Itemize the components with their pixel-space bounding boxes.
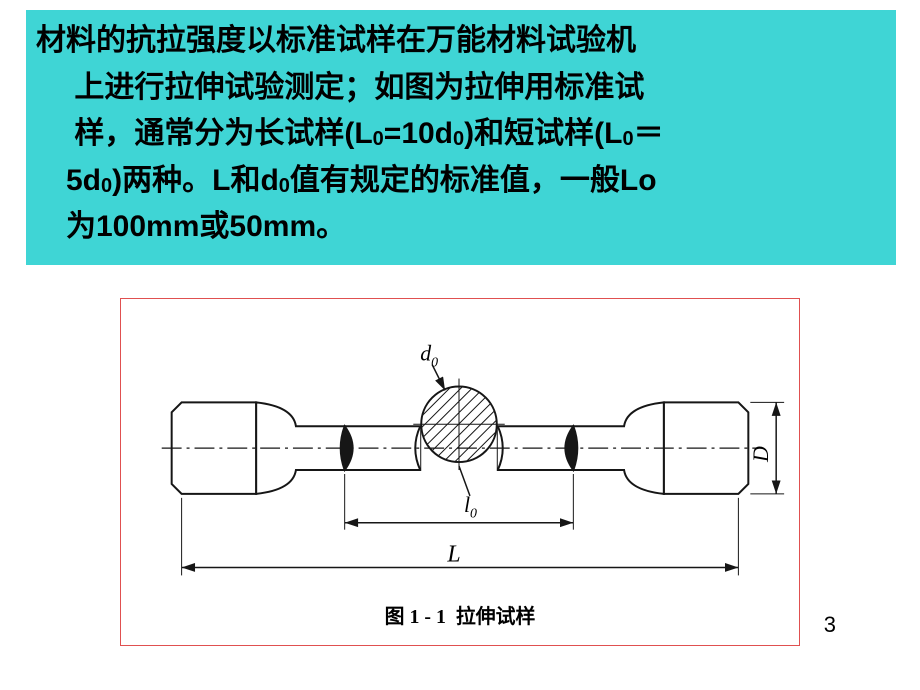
tok-L-and: L和 bbox=[212, 164, 260, 197]
formula2-sub0a: 0 bbox=[622, 128, 633, 150]
text-line-a: 材料的抗拉强度以标准试样在万能材料试验机 bbox=[36, 24, 636, 57]
slide: 材料的抗拉强度以标准试样在万能材料试验机 上进行拉伸试验测定；如图为拉伸用标准试… bbox=[0, 0, 920, 690]
tok-d-sub0: 0 bbox=[279, 175, 290, 197]
formula2-close: ) bbox=[112, 164, 122, 197]
label-D-group: D bbox=[749, 402, 784, 493]
label-d0: d0 bbox=[420, 342, 438, 371]
tok-L: L bbox=[620, 164, 638, 197]
formula2-a: (L bbox=[594, 117, 622, 150]
label-D: D bbox=[749, 446, 773, 463]
formula1-a: (L bbox=[344, 117, 372, 150]
tok-Lo-o: o bbox=[638, 164, 656, 197]
formula2-sub0b: 0 bbox=[101, 175, 112, 197]
figure-frame: d0 l0 L D bbox=[120, 298, 800, 646]
formula1-sub0b: 0 bbox=[453, 128, 464, 150]
tok-d: d bbox=[260, 164, 278, 197]
text-seg-c: 和短试样 bbox=[474, 117, 594, 150]
formula2-b: ＝ bbox=[634, 117, 664, 150]
tok-100: 100mm bbox=[96, 210, 199, 243]
label-L: L bbox=[446, 541, 460, 567]
formula1-close: ) bbox=[464, 117, 474, 150]
text-seg-g: 或 bbox=[199, 210, 229, 243]
text-seg-e: 值有规定的标准值，一般 bbox=[290, 164, 620, 197]
body-text-box: 材料的抗拉强度以标准试样在万能材料试验机 上进行拉伸试验测定；如图为拉伸用标准试… bbox=[26, 10, 896, 265]
tok-50: 50mm bbox=[229, 210, 316, 243]
text-line-b1: 上进行拉伸试验测定；如图为拉伸用标准试 bbox=[74, 71, 644, 104]
figure-caption: 图 1 - 1 拉伸试样 bbox=[385, 605, 536, 628]
text-seg-f: 为 bbox=[66, 210, 96, 243]
label-d0-group: d0 bbox=[420, 342, 445, 391]
formula1-b: =10d bbox=[384, 117, 453, 150]
text-seg-h: 。 bbox=[316, 210, 346, 243]
figure-svg: d0 l0 L D bbox=[121, 299, 799, 645]
formula1-sub0a: 0 bbox=[373, 128, 384, 150]
label-L-group: L bbox=[182, 498, 739, 576]
label-l0-group: l0 bbox=[345, 466, 574, 530]
formula2-c: 5d bbox=[66, 164, 101, 197]
text-seg-d: 两种。 bbox=[122, 164, 212, 197]
label-l0: l0 bbox=[464, 493, 477, 522]
text-line-b2: 样，通常分为长试样 bbox=[74, 117, 344, 150]
page-number: 3 bbox=[824, 612, 836, 638]
